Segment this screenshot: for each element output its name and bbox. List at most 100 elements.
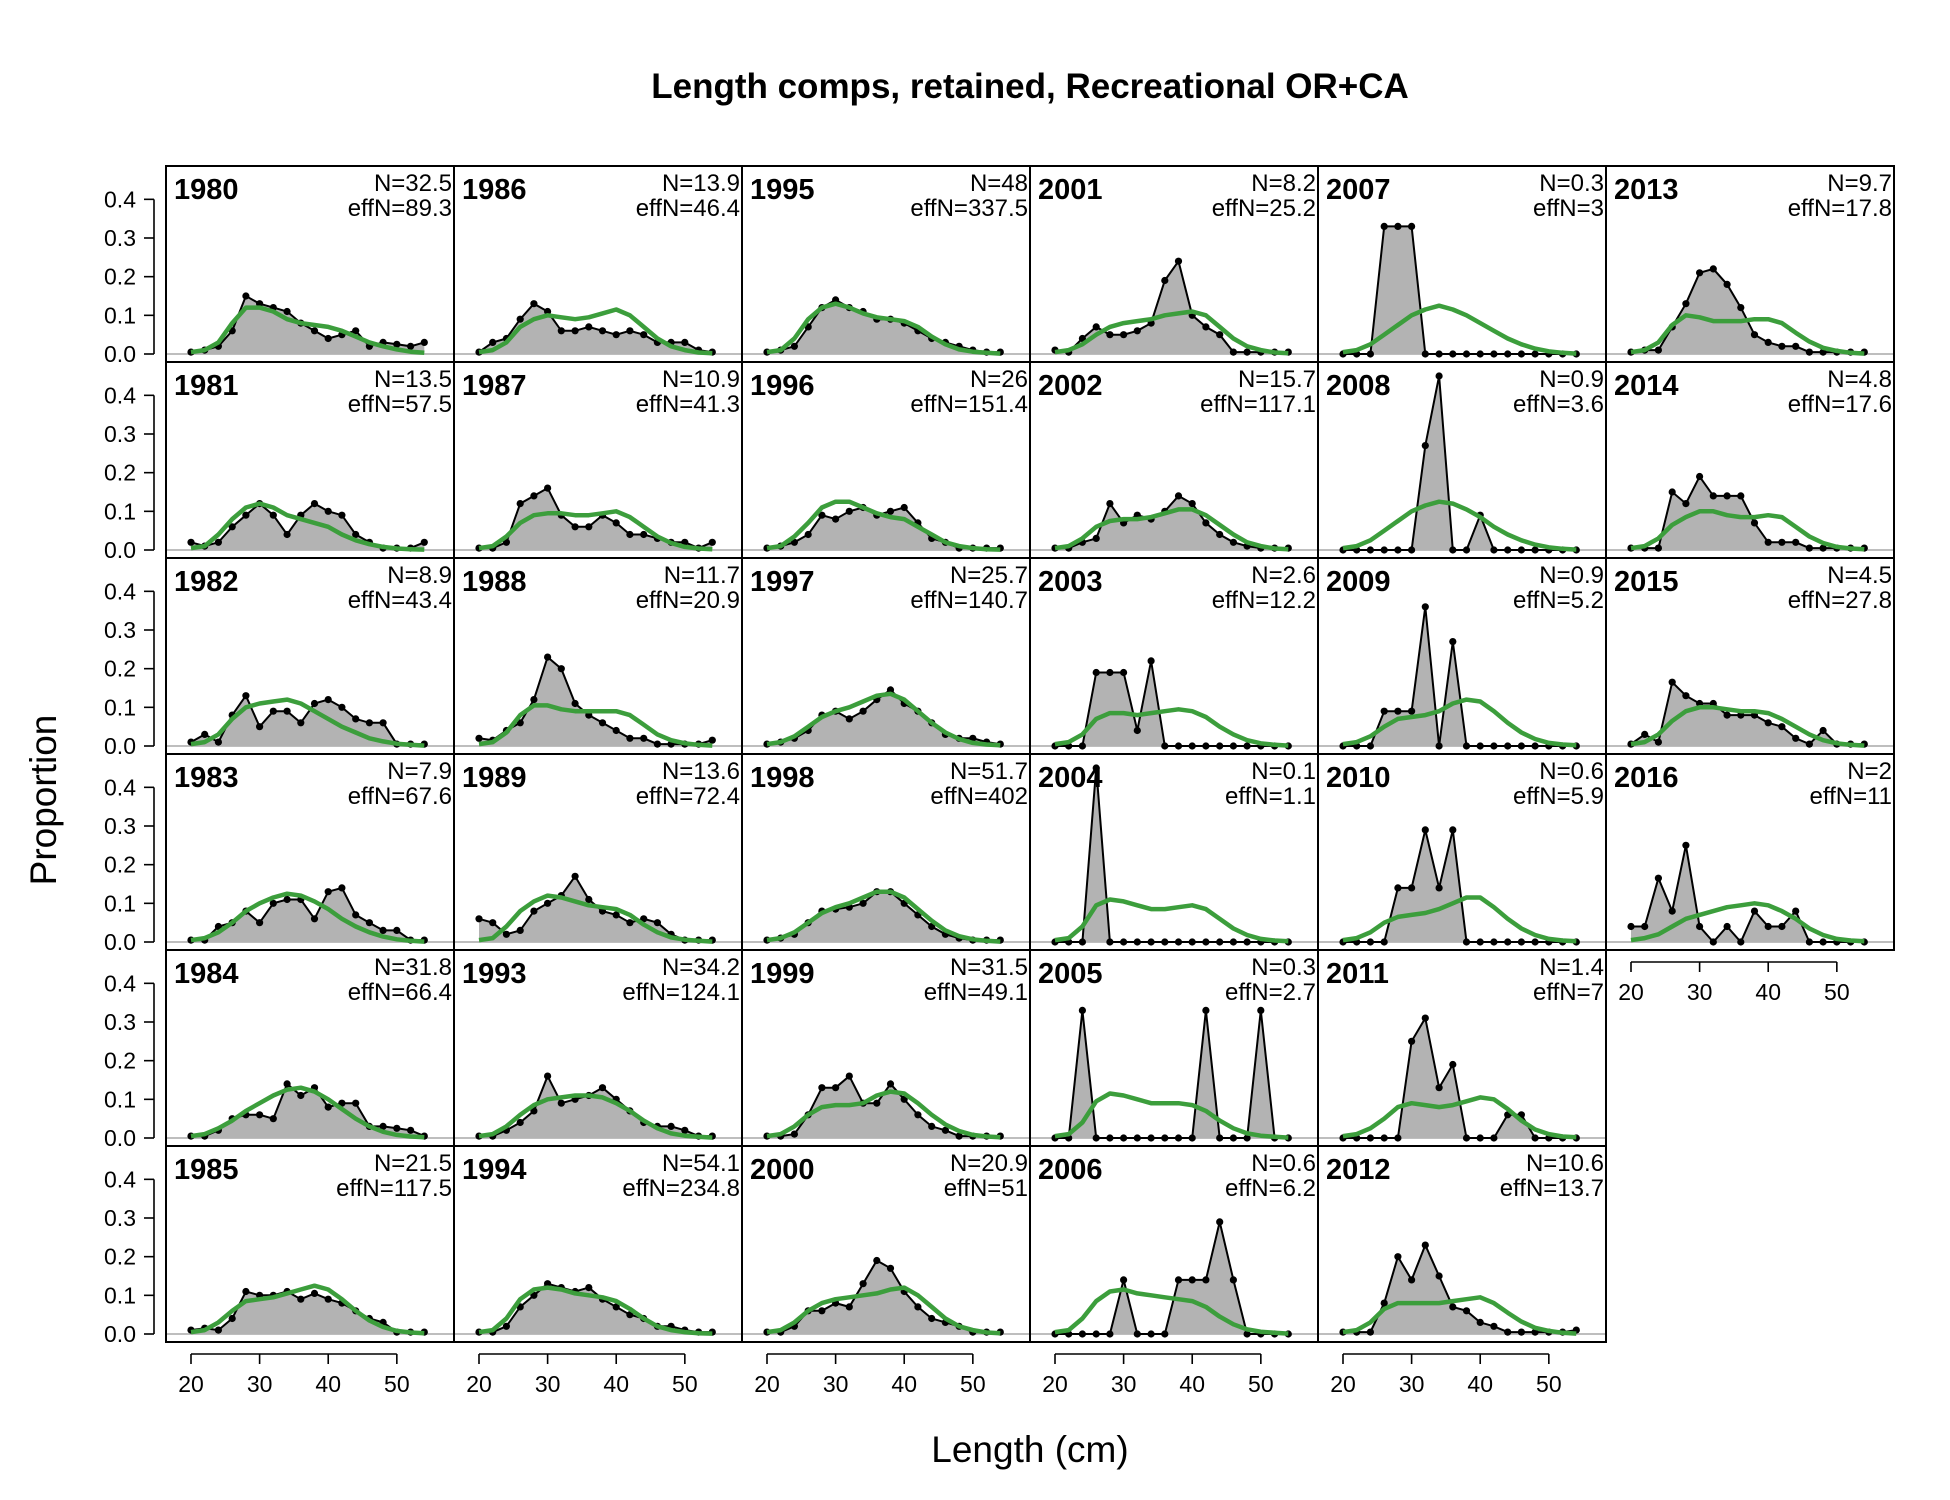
observed-point xyxy=(1778,538,1786,546)
observed-point xyxy=(1078,1330,1086,1338)
panel-n: N=32.5 xyxy=(374,170,452,197)
panel-n: N=0.9 xyxy=(1539,366,1604,393)
observed-point xyxy=(1078,334,1086,343)
observed-point xyxy=(1174,1134,1183,1142)
x-tick-label: 40 xyxy=(1179,1371,1205,1397)
panel-plot-area xyxy=(1030,764,1318,946)
expected-line xyxy=(1630,313,1865,356)
panel-plot-area xyxy=(1030,657,1318,750)
observed-point xyxy=(1819,726,1827,735)
y-axis-label: Proportion xyxy=(23,715,64,886)
observed-point xyxy=(324,1295,332,1303)
observed-point xyxy=(1504,1328,1512,1336)
panel-effn: effN=49.1 xyxy=(924,979,1028,1006)
observed-area xyxy=(1631,268,1865,354)
observed-point xyxy=(1394,222,1402,230)
observed-point xyxy=(1641,922,1649,931)
observed-point xyxy=(1202,1006,1210,1015)
expected-line xyxy=(478,1285,713,1336)
expected-line xyxy=(190,891,425,944)
observed-point xyxy=(1462,350,1471,358)
observed-point xyxy=(324,507,332,515)
observed-point xyxy=(1462,546,1471,554)
x-tick-label: 40 xyxy=(1755,979,1781,1005)
panel-effn: effN=12.2 xyxy=(1212,587,1316,614)
x-tick-label: 20 xyxy=(1042,1371,1068,1397)
observed-point xyxy=(1504,350,1512,358)
observed-point xyxy=(1408,707,1416,715)
panel-n: N=15.7 xyxy=(1238,366,1316,393)
y-tick-label: 0.2 xyxy=(104,1244,136,1270)
panel-plot-area xyxy=(1030,1218,1318,1338)
observed-point xyxy=(955,1132,963,1140)
y-tick-label: 0.4 xyxy=(104,578,136,604)
observed-point xyxy=(804,530,812,539)
observed-point xyxy=(818,1307,826,1315)
observed-point xyxy=(1408,884,1416,892)
x-tick-label: 30 xyxy=(1111,1371,1137,1397)
observed-point xyxy=(653,740,662,748)
observed-point xyxy=(1490,546,1498,554)
observed-area xyxy=(479,1076,713,1138)
y-tick-label: 0.4 xyxy=(104,970,136,996)
panel-year: 1994 xyxy=(462,1154,527,1186)
observed-point xyxy=(1174,492,1183,500)
observed-point xyxy=(516,926,524,935)
observed-point xyxy=(1504,546,1512,554)
panel-effn: effN=25.2 xyxy=(1212,195,1316,222)
panel-plot-area xyxy=(1606,841,1894,946)
y-tick-label: 0.2 xyxy=(104,656,136,682)
observed-point xyxy=(1805,544,1813,552)
observed-point xyxy=(1421,603,1429,611)
observed-point xyxy=(557,665,565,673)
observed-point xyxy=(1147,1134,1155,1142)
panel-year: 1996 xyxy=(750,370,815,402)
panel-year: 2015 xyxy=(1614,566,1679,598)
observed-point xyxy=(1723,280,1731,288)
observed-point xyxy=(1147,938,1155,946)
observed-point xyxy=(1366,546,1374,554)
observed-point xyxy=(1408,1037,1416,1045)
panel-year: 1984 xyxy=(174,958,239,990)
observed-point xyxy=(1078,742,1086,750)
observed-area xyxy=(1055,660,1289,746)
x-tick-label: 20 xyxy=(1618,979,1644,1005)
observed-point xyxy=(420,538,428,546)
panel-year: 1988 xyxy=(462,566,527,598)
observed-point xyxy=(310,915,319,923)
panel-effn: effN=27.8 xyxy=(1788,587,1892,614)
observed-point xyxy=(818,511,826,519)
observed-point xyxy=(516,1118,524,1127)
panel-plot-area xyxy=(166,1283,454,1336)
x-tick-label: 40 xyxy=(315,1371,341,1397)
expected-line xyxy=(1342,697,1577,748)
observed-point xyxy=(1188,1276,1196,1284)
panel-n: N=25.7 xyxy=(950,562,1028,589)
panel-effn: effN=6.2 xyxy=(1225,1175,1316,1202)
observed-point xyxy=(1490,742,1498,750)
panel-year: 2003 xyxy=(1038,566,1103,598)
observed-point xyxy=(1764,719,1772,727)
panel-effn: effN=234.8 xyxy=(622,1175,740,1202)
observed-point xyxy=(1654,874,1662,882)
observed-area xyxy=(191,695,425,746)
y-tick-label: 0.3 xyxy=(104,617,136,643)
panel-plot-area xyxy=(454,1280,742,1336)
panel-year: 1985 xyxy=(174,1154,239,1186)
observed-point xyxy=(571,699,579,708)
observed-point xyxy=(352,911,360,919)
observed-point xyxy=(1408,546,1416,554)
observed-point xyxy=(1462,1307,1471,1315)
panel-n: N=54.1 xyxy=(662,1150,740,1177)
observed-point xyxy=(859,899,867,907)
observed-point xyxy=(1723,711,1731,719)
observed-point xyxy=(557,327,565,335)
x-tick-label: 30 xyxy=(247,1371,273,1397)
panel-year: 2011 xyxy=(1326,958,1389,990)
observed-point xyxy=(1380,546,1388,554)
